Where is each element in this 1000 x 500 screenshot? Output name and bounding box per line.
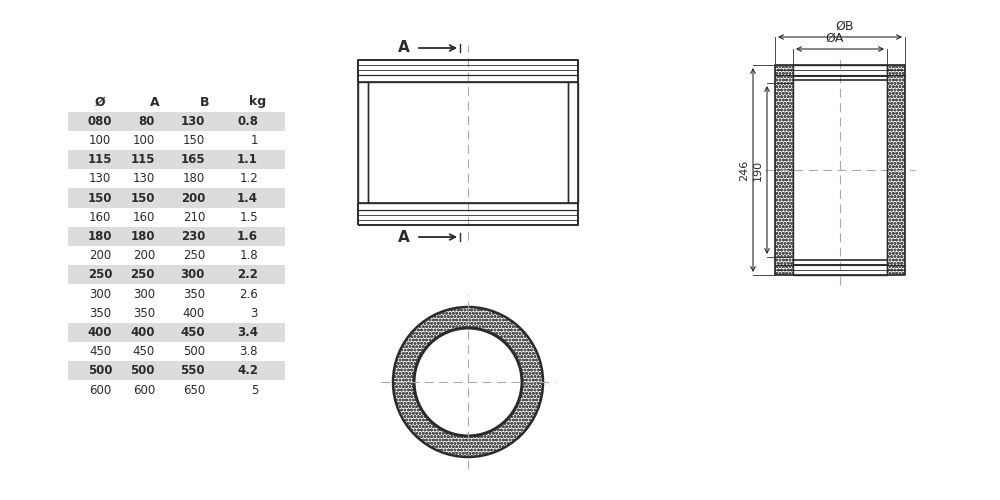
Text: 210: 210 (183, 210, 205, 224)
Text: ØB: ØB (836, 20, 854, 33)
Text: 200: 200 (89, 249, 111, 262)
Text: A: A (398, 40, 410, 56)
Text: 150: 150 (183, 134, 205, 147)
Text: 80: 80 (139, 114, 155, 128)
Text: 180: 180 (88, 230, 112, 243)
Text: 160: 160 (133, 210, 155, 224)
Text: 160: 160 (89, 210, 111, 224)
Text: 1.6: 1.6 (237, 230, 258, 243)
Text: 190: 190 (753, 160, 763, 180)
Text: 165: 165 (180, 153, 205, 166)
Wedge shape (393, 307, 543, 457)
Text: 1.1: 1.1 (237, 153, 258, 166)
Bar (68, 265, 285, 284)
Text: 450: 450 (180, 326, 205, 339)
Text: 400: 400 (183, 306, 205, 320)
Text: 250: 250 (130, 268, 155, 281)
Text: Ø: Ø (95, 96, 105, 108)
Text: 4.2: 4.2 (237, 364, 258, 378)
Bar (68, 380, 285, 400)
Bar (68, 150, 285, 169)
Text: 400: 400 (88, 326, 112, 339)
Text: A: A (150, 96, 160, 108)
Text: 115: 115 (130, 153, 155, 166)
Text: 150: 150 (88, 192, 112, 204)
Circle shape (415, 329, 521, 435)
Text: 080: 080 (88, 114, 112, 128)
Text: 200: 200 (133, 249, 155, 262)
Text: 500: 500 (183, 345, 205, 358)
Text: 600: 600 (133, 384, 155, 396)
Text: 350: 350 (89, 306, 111, 320)
Bar (68, 169, 285, 188)
Bar (68, 208, 285, 227)
Bar (68, 227, 285, 246)
Text: 130: 130 (89, 172, 111, 186)
Text: 115: 115 (88, 153, 112, 166)
Text: 300: 300 (89, 288, 111, 300)
Bar (68, 112, 285, 131)
Text: ØA: ØA (826, 32, 844, 45)
Text: 500: 500 (130, 364, 155, 378)
Text: 500: 500 (88, 364, 112, 378)
Text: 130: 130 (133, 172, 155, 186)
Text: 3: 3 (251, 306, 258, 320)
Text: B: B (200, 96, 210, 108)
Bar (68, 188, 285, 208)
Bar (68, 304, 285, 323)
Text: 2.2: 2.2 (237, 268, 258, 281)
Bar (887, 65, 905, 275)
Text: 130: 130 (181, 114, 205, 128)
Text: 1.2: 1.2 (239, 172, 258, 186)
Text: 1.5: 1.5 (239, 210, 258, 224)
Bar (68, 342, 285, 361)
Text: 650: 650 (183, 384, 205, 396)
Text: 2.6: 2.6 (239, 288, 258, 300)
Text: 300: 300 (181, 268, 205, 281)
Text: 246: 246 (739, 160, 749, 180)
Bar (68, 323, 285, 342)
Text: 1.4: 1.4 (237, 192, 258, 204)
Bar (775, 65, 793, 275)
Bar (68, 131, 285, 150)
Text: 3.4: 3.4 (237, 326, 258, 339)
Bar (68, 246, 285, 265)
Text: 350: 350 (133, 306, 155, 320)
Text: 150: 150 (130, 192, 155, 204)
Text: 1.8: 1.8 (239, 249, 258, 262)
Text: A: A (398, 230, 410, 244)
Text: kg: kg (249, 96, 267, 108)
Text: 550: 550 (180, 364, 205, 378)
Bar (68, 361, 285, 380)
Text: 180: 180 (130, 230, 155, 243)
Text: 5: 5 (251, 384, 258, 396)
Text: 100: 100 (89, 134, 111, 147)
Text: 400: 400 (130, 326, 155, 339)
Text: 600: 600 (89, 384, 111, 396)
Bar (68, 284, 285, 304)
Text: 300: 300 (133, 288, 155, 300)
Text: 450: 450 (133, 345, 155, 358)
Text: 180: 180 (183, 172, 205, 186)
Text: 450: 450 (89, 345, 111, 358)
Text: 250: 250 (183, 249, 205, 262)
Text: 230: 230 (181, 230, 205, 243)
Text: 1: 1 (250, 134, 258, 147)
Text: 200: 200 (181, 192, 205, 204)
Text: 250: 250 (88, 268, 112, 281)
Text: 0.8: 0.8 (237, 114, 258, 128)
Text: 100: 100 (133, 134, 155, 147)
Text: 350: 350 (183, 288, 205, 300)
Text: 3.8: 3.8 (240, 345, 258, 358)
